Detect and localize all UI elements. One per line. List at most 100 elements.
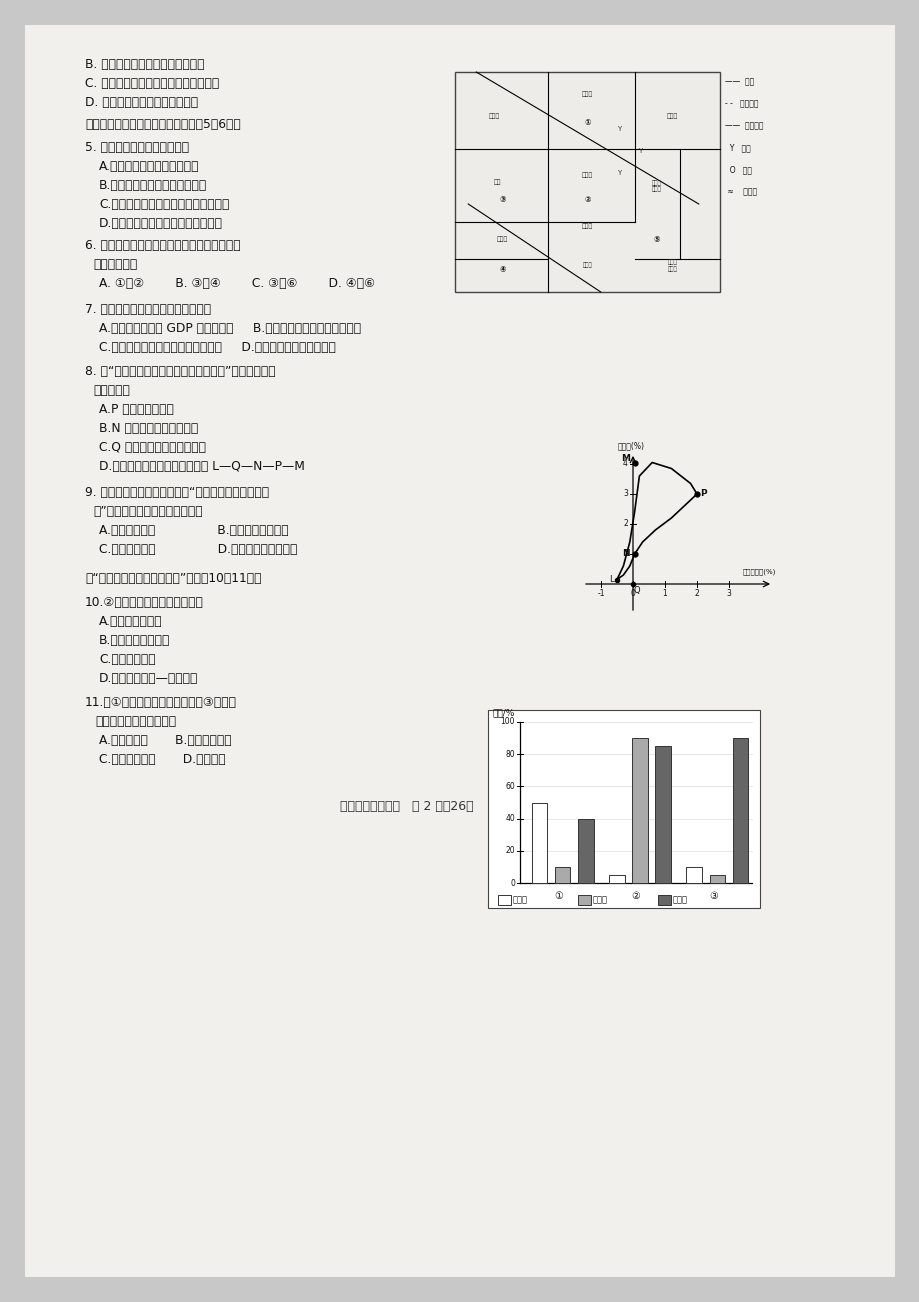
Text: -1: -1 — [596, 589, 604, 598]
Text: C.Q 点过后人口数量开始增加: C.Q 点过后人口数量开始增加 — [99, 441, 206, 454]
Text: A.城市等级是按照 GDP 规模划分的     B.服务范围越大，城市等级越高: A.城市等级是按照 GDP 规模划分的 B.服务范围越大，城市等级越高 — [99, 322, 361, 335]
Text: 6. 该城市规划建设物流园区和高新技术园区，: 6. 该城市规划建设物流园区和高新技术园区， — [85, 240, 241, 253]
Text: N: N — [621, 549, 629, 559]
Text: ①: ① — [553, 891, 562, 901]
Text: 5. 关于该城市的叙述正确的是: 5. 关于该城市的叙述正确的是 — [85, 141, 189, 154]
Text: - -   高速公路: - - 高速公路 — [724, 99, 757, 108]
Text: 2: 2 — [622, 519, 628, 529]
Text: ②: ② — [584, 195, 590, 204]
Text: C.美国中部平原: C.美国中部平原 — [99, 654, 155, 667]
Text: B.N 点时人口数量达最大値: B.N 点时人口数量达最大値 — [99, 422, 198, 435]
Text: A. ①和②        B. ③和④        C. ③和⑥        D. ④和⑥: A. ①和② B. ③和④ C. ③和⑥ D. ④和⑥ — [99, 277, 375, 290]
Text: ⑤: ⑤ — [652, 234, 659, 243]
Text: L: L — [608, 575, 613, 585]
Bar — [686, 867, 701, 883]
Text: 自然增长率(%): 自然增长率(%) — [742, 569, 775, 575]
Text: ——  盛行风向: —— 盛行风向 — [724, 121, 763, 130]
Text: 比重/%: 比重/% — [493, 708, 515, 717]
Text: 开发区: 开发区 — [581, 91, 593, 96]
Text: 工业区: 工业区 — [496, 237, 508, 242]
Bar — [608, 875, 624, 883]
Text: 2: 2 — [694, 589, 698, 598]
Text: 右图为某城市规划略图，读图，回筅5～6题。: 右图为某城市规划略图，读图，回筅5～6题。 — [85, 118, 241, 132]
Text: 20: 20 — [505, 846, 515, 855]
Bar — [631, 738, 647, 883]
Text: 高一地理期末试题   第 2 页全26页: 高一地理期末试题 第 2 页全26页 — [340, 799, 473, 812]
Text: 4: 4 — [622, 460, 628, 469]
Text: C.工业区布局有利于改善城市大气环境: C.工业区布局有利于改善城市大气环境 — [99, 198, 229, 211]
Text: 大学城: 大学城 — [581, 223, 593, 229]
Text: B.阿根廷潘帕斯草原: B.阿根廷潘帕斯草原 — [99, 634, 170, 647]
Text: 1: 1 — [662, 589, 666, 598]
Text: P: P — [699, 490, 706, 499]
Text: ≈    等高线: ≈ 等高线 — [724, 187, 756, 197]
Text: 60: 60 — [505, 783, 515, 790]
Text: 11.与①地区农业地域类型相比，③地区农: 11.与①地区农业地域类型相比，③地区农 — [85, 697, 237, 710]
Text: Y   绳地: Y 绳地 — [724, 143, 750, 152]
Text: Y: Y — [617, 126, 620, 133]
Bar — [487, 710, 759, 907]
Bar — [531, 802, 547, 883]
Text: C.市场适应性差       D.商品率高: C.市场适应性差 D.商品率高 — [99, 753, 225, 766]
Bar — [554, 867, 570, 883]
Text: 3: 3 — [726, 589, 731, 598]
Text: 商业区
居民区: 商业区 居民区 — [651, 181, 661, 193]
Text: 水域: 水域 — [494, 180, 501, 185]
Text: 商品率: 商品率 — [673, 896, 687, 905]
Text: 居民区: 居民区 — [582, 263, 592, 268]
Text: C. 引起安徽、江西的人口合理容量增大: C. 引起安徽、江西的人口合理容量增大 — [85, 77, 219, 90]
Text: ②: ② — [631, 891, 640, 901]
Text: 居民区
居民区: 居民区 居民区 — [666, 259, 676, 272]
Bar — [709, 875, 724, 883]
Text: D. 加剧北京、上海的老龄化问题: D. 加剧北京、上海的老龄化问题 — [85, 96, 198, 109]
Text: 市政府: 市政府 — [581, 173, 593, 178]
Text: A.土地资源浪费                B.农业发展水平提高: A.土地资源浪费 B.农业发展水平提高 — [99, 523, 289, 536]
Text: 80: 80 — [505, 750, 515, 759]
Text: ④: ④ — [499, 266, 505, 275]
Text: 别墅区: 别墅区 — [666, 113, 677, 118]
Text: B.居民区远离市中心，生活不便: B.居民区远离市中心，生活不便 — [99, 178, 207, 191]
Text: ③: ③ — [499, 195, 505, 204]
Text: 9. 近年来我国部分农村出现了“有院无人住，有地无人: 9. 近年来我国部分农村出现了“有院无人住，有地无人 — [85, 486, 269, 499]
Text: 40: 40 — [505, 814, 515, 823]
Text: 1: 1 — [622, 549, 628, 559]
Bar — [455, 72, 720, 292]
Text: A.交通布局形式为环形放射式: A.交通布局形式为环形放射式 — [99, 160, 199, 173]
Text: C.不同等级城市应保持均衡发展态势     D.城市等级越高，数量越少: C.不同等级城市应保持均衡发展态势 D.城市等级越高，数量越少 — [99, 341, 335, 354]
Text: A.P 时期劳动力不足: A.P 时期劳动力不足 — [99, 404, 174, 417]
Text: 0: 0 — [509, 879, 515, 888]
Bar — [657, 894, 670, 905]
Text: Y: Y — [638, 148, 642, 154]
Text: A.泰国湙南河平原: A.泰国湙南河平原 — [99, 615, 163, 628]
Bar — [654, 746, 670, 883]
Text: 8. 读“某国人口增长模式转变过程示意图”，判断下列说: 8. 读“某国人口增长模式转变过程示意图”，判断下列说 — [85, 365, 276, 378]
Text: 3: 3 — [622, 490, 628, 499]
Text: 0: 0 — [630, 589, 635, 598]
Text: A.生产规模大       B.机械化程度高: A.生产规模大 B.机械化程度高 — [99, 734, 232, 747]
Text: 种植业: 种植业 — [513, 896, 528, 905]
Text: 7. 下列关于城市等级的说法正确的是: 7. 下列关于城市等级的说法正确的是 — [85, 303, 210, 316]
Text: D.该国人口增长模式转变过程是 L—Q—N—P—M: D.该国人口增长模式转变过程是 L—Q—N—P—M — [99, 460, 304, 473]
Text: O   湖泊: O 湖泊 — [724, 165, 751, 174]
Text: C.城乡协调发展                D.农村老龄化程度降低: C.城乡协调发展 D.农村老龄化程度降低 — [99, 543, 297, 556]
Bar — [732, 738, 747, 883]
Text: B. 带动浙江、广东第一产业的发展: B. 带动浙江、广东第一产业的发展 — [85, 59, 204, 72]
Text: 畜牲业: 畜牲业 — [593, 896, 607, 905]
Bar — [497, 894, 510, 905]
Text: 种”的空心化现象，这种现象带来: 种”的空心化现象，这种现象带来 — [93, 505, 202, 518]
Text: 业地域类型的显著特点是: 业地域类型的显著特点是 — [95, 715, 176, 728]
Text: 出生率(%): 出生率(%) — [617, 441, 644, 450]
Bar — [577, 894, 590, 905]
Text: 法正确的是: 法正确的是 — [93, 384, 130, 397]
Text: ③: ③ — [709, 891, 717, 901]
Text: 应分别安排在: 应分别安排在 — [93, 258, 137, 271]
Text: Y: Y — [617, 171, 620, 176]
Text: 开发区: 开发区 — [489, 113, 500, 118]
Text: ①: ① — [584, 118, 590, 128]
Text: ——  街道: —— 街道 — [724, 78, 754, 86]
Text: D.土地利用集中，节省基础设施投资: D.土地利用集中，节省基础设施投资 — [99, 217, 222, 230]
Text: M: M — [620, 454, 630, 464]
Text: 100: 100 — [500, 717, 515, 727]
Text: D.澳大利亚墨雷—达令盆地: D.澳大利亚墨雷—达令盆地 — [99, 672, 199, 685]
Text: 读“三地区的农业资料比较图”，回筅10～11题。: 读“三地区的农业资料比较图”，回筅10～11题。 — [85, 572, 261, 585]
